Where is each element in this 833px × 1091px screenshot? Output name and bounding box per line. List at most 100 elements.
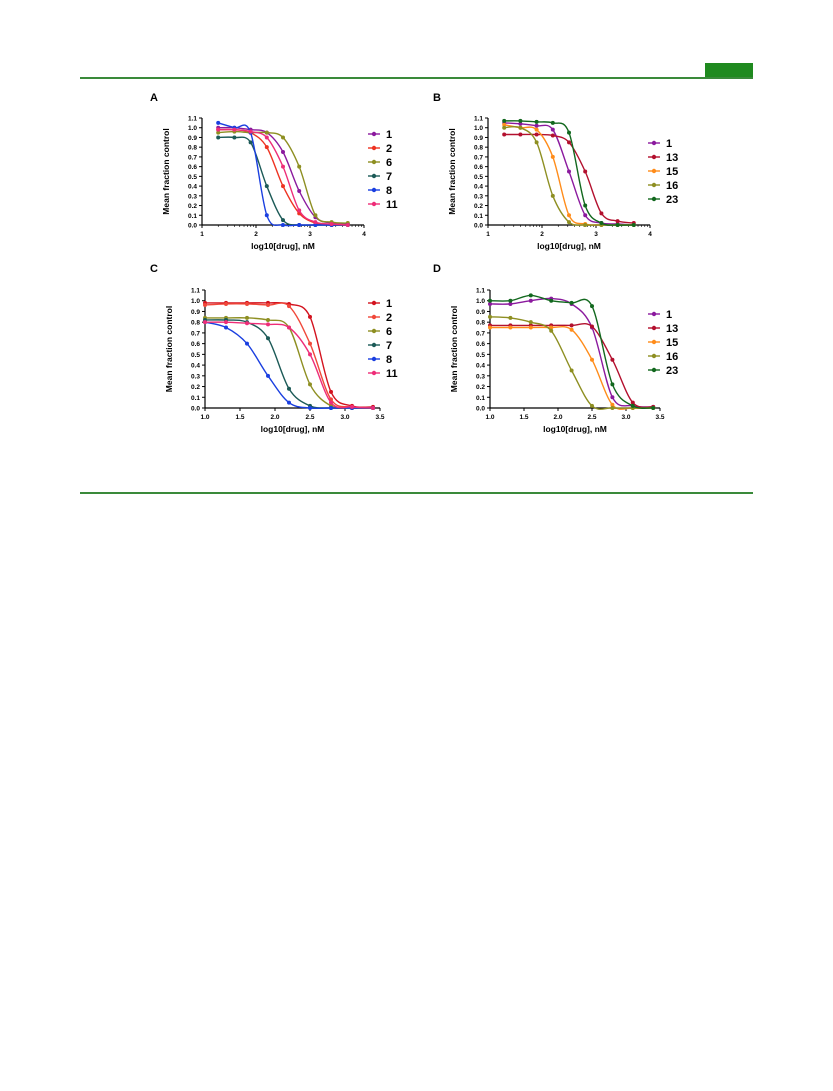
data-point-7: [232, 135, 237, 140]
legend-label-11: 11: [386, 368, 398, 380]
data-point-16: [508, 315, 513, 320]
data-point-11: [216, 127, 221, 132]
y-tick-label: 1.1: [476, 288, 485, 295]
x-tick-label: 1.0: [200, 414, 209, 421]
data-point-16: [549, 328, 554, 333]
data-point-11: [281, 164, 285, 169]
y-tick-label: 0.1: [474, 213, 483, 220]
data-point-23: [508, 298, 513, 303]
legend-marker-7: [371, 342, 377, 348]
y-tick-label: 0.3: [191, 373, 200, 380]
legend-marker-16: [651, 353, 657, 359]
data-point-8: [281, 223, 285, 227]
data-point-23: [534, 119, 539, 124]
x-tick-label: 4: [648, 231, 652, 238]
data-point-6: [313, 213, 318, 218]
y-tick-label: 0.1: [188, 213, 197, 220]
data-point-16: [534, 140, 539, 145]
legend-label-8: 8: [386, 185, 392, 197]
legend-label-2: 2: [386, 143, 392, 155]
data-point-8: [266, 373, 270, 378]
legend-marker-6: [371, 328, 377, 334]
y-tick-label: 0.3: [188, 193, 197, 200]
y-tick-label: 0.9: [188, 135, 197, 142]
data-point-13: [615, 219, 620, 224]
x-axis-label: log10[drug], nM: [251, 241, 315, 251]
data-point-6: [266, 318, 270, 323]
data-point-23: [631, 223, 636, 227]
y-axis-label: Mean fraction control: [447, 128, 457, 214]
legend-label-1: 1: [666, 309, 672, 321]
legend-label-1: 1: [386, 129, 392, 141]
data-point-23: [549, 298, 554, 303]
data-point-13: [502, 132, 507, 137]
data-point-16: [567, 220, 571, 225]
legend-label-11: 11: [386, 199, 398, 211]
y-tick-label: 0.6: [476, 341, 485, 348]
data-point-6: [216, 130, 221, 135]
y-tick-label: 0.6: [474, 164, 483, 171]
legend-marker-1: [371, 300, 377, 306]
data-point-23: [567, 130, 571, 135]
data-point-15: [590, 357, 594, 362]
data-point-8: [216, 120, 221, 125]
data-point-6: [281, 135, 285, 140]
data-point-16: [590, 403, 594, 408]
chart-panel-d: D 0.0 0.1 0.2 0.3 0.4 0.5 0.6 0.7 0.8 0.9 1.0 1.1 1.0…: [433, 263, 678, 434]
data-point-13: [567, 140, 571, 145]
series-line-13: [504, 133, 634, 224]
series-line-2: [218, 128, 348, 226]
x-tick-label: 1: [486, 231, 490, 238]
data-point-8: [245, 341, 249, 346]
data-point-11: [297, 208, 302, 213]
y-tick-label: 0.5: [188, 174, 197, 181]
y-tick-label: 0.1: [191, 395, 200, 402]
data-point-1: [329, 389, 333, 394]
data-point-1: [528, 298, 533, 303]
data-point-15: [549, 325, 554, 330]
series-line-2: [204, 302, 374, 409]
data-point-15: [567, 213, 571, 218]
legend-label-7: 7: [386, 340, 392, 352]
x-tick-label: 3.0: [340, 414, 349, 421]
data-point-2: [245, 301, 249, 306]
data-point-13: [583, 169, 588, 174]
data-point-6: [297, 164, 302, 169]
y-axis-label: Mean fraction control: [161, 128, 171, 214]
legend-marker-23: [651, 196, 657, 202]
data-point-13: [534, 132, 539, 137]
y-axis-label: Mean fraction control: [164, 306, 174, 392]
data-point-8: [287, 400, 291, 405]
legend-label-13: 13: [666, 152, 678, 164]
legend-marker-13: [651, 325, 657, 331]
data-point-6: [264, 130, 269, 135]
y-tick-label: 0.5: [474, 174, 483, 181]
legend-marker-8: [371, 187, 377, 193]
legend-marker-13: [651, 154, 657, 160]
data-point-23: [615, 223, 620, 227]
data-point-1: [508, 301, 513, 306]
x-tick-label: 2.5: [587, 414, 596, 421]
y-tick-label: 0.8: [476, 320, 485, 327]
x-tick-label: 3.5: [375, 414, 384, 421]
y-tick-label: 0.8: [191, 320, 200, 327]
data-point-23: [569, 300, 574, 305]
data-point-6: [308, 382, 312, 387]
panel-label: D: [433, 263, 441, 275]
series-line-11: [204, 321, 374, 409]
legend-label-13: 13: [666, 323, 678, 335]
x-tick-label: 3.5: [655, 414, 664, 421]
data-point-2: [281, 184, 285, 189]
data-point-11: [313, 220, 318, 225]
x-tick-label: 1.5: [519, 414, 528, 421]
x-tick-label: 3.0: [621, 414, 630, 421]
x-tick-label: 1.5: [235, 414, 244, 421]
panel-label: B: [433, 92, 441, 104]
x-tick-label: 3: [594, 231, 598, 238]
data-point-11: [329, 222, 334, 227]
series-line-7: [204, 319, 373, 409]
y-tick-label: 0.7: [191, 330, 200, 337]
x-tick-label: 1: [200, 231, 204, 238]
data-point-23: [610, 382, 615, 387]
